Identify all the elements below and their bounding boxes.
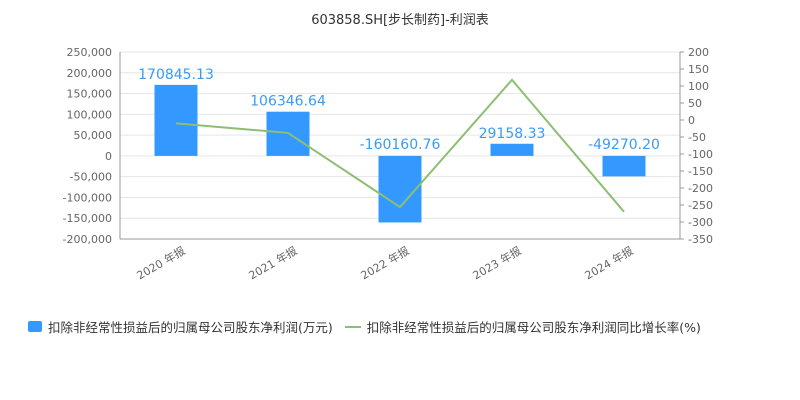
- y-right-tick-label: -200: [688, 182, 713, 195]
- legend-line-swatch: [344, 325, 361, 328]
- bar-data-label: 106346.64: [250, 94, 326, 110]
- bar-data-label: -160160.76: [360, 137, 441, 153]
- y-left-tick-label: 250,000: [67, 46, 113, 59]
- y-left-tick-label: 200,000: [67, 67, 113, 80]
- y-right-tick-label: -350: [688, 233, 713, 246]
- y-left-tick-label: 150,000: [67, 88, 113, 101]
- bar: [378, 155, 422, 223]
- y-right-tick-label: 200: [688, 46, 709, 59]
- y-right-tick-label: -300: [688, 216, 713, 229]
- y-left-tick-label: -50,000: [70, 171, 112, 184]
- x-tick-label: 2024 年报: [582, 243, 635, 282]
- y-right-tick-label: -150: [688, 165, 713, 178]
- bar: [490, 143, 534, 156]
- legend-line-label: 扣除非经常性损益后的归属母公司股东净利润同比增长率(%): [366, 320, 701, 335]
- y-left-tick-label: -150,000: [63, 212, 112, 225]
- axes: [119, 51, 684, 240]
- y-left-tick-label: 100,000: [67, 108, 113, 121]
- x-tick-label: 2021 年报: [246, 243, 299, 282]
- y-left-tick-label: 0: [105, 150, 112, 163]
- x-tick-label: 2022 年报: [358, 243, 411, 282]
- y-right-tick-label: 150: [688, 63, 709, 76]
- chart-title: 603858.SH[步长制药]-利润表: [311, 13, 489, 28]
- bar-data-label: 170845.13: [138, 67, 214, 83]
- y-right-tick-label: 50: [688, 97, 702, 110]
- growth-line: [175, 78, 625, 213]
- x-tick-label: 2020 年报: [134, 243, 187, 282]
- legend-item-line[interactable]: 扣除非经常性损益后的归属母公司股东净利润同比增长率(%): [333, 317, 701, 336]
- y-right-tick-label: 100: [688, 80, 709, 93]
- bar: [602, 155, 646, 177]
- data-labels: 170845.13 106346.64 -160160.76 29158.33 -492…: [138, 67, 660, 153]
- y-right-tick-label: -100: [688, 148, 713, 161]
- legend: 扣除非经常性损益后的归属母公司股东净利润(万元) 扣除非经常性损益后的归属母公司…: [28, 317, 701, 336]
- line-series: [175, 78, 625, 213]
- y-right-tick-label: -250: [688, 199, 713, 212]
- y-left-tick-label: -100,000: [63, 191, 112, 204]
- legend-bar-swatch: [28, 321, 42, 332]
- x-tick-label: 2023 年报: [470, 243, 523, 282]
- bar-data-label: -49270.20: [588, 137, 660, 153]
- y-right-tick-label: -50: [688, 131, 706, 144]
- y-left-tick-label: -200,000: [63, 233, 112, 246]
- legend-bar-label: 扣除非经常性损益后的归属母公司股东净利润(万元): [48, 320, 333, 335]
- legend-item-bar[interactable]: 扣除非经常性损益后的归属母公司股东净利润(万元): [28, 317, 333, 336]
- y-right-tick-label: 0: [688, 114, 695, 127]
- bar: [154, 84, 198, 156]
- bar-data-label: 29158.33: [479, 126, 546, 142]
- y-left-tick-label: 50,000: [74, 129, 113, 142]
- bar-series: [154, 84, 646, 223]
